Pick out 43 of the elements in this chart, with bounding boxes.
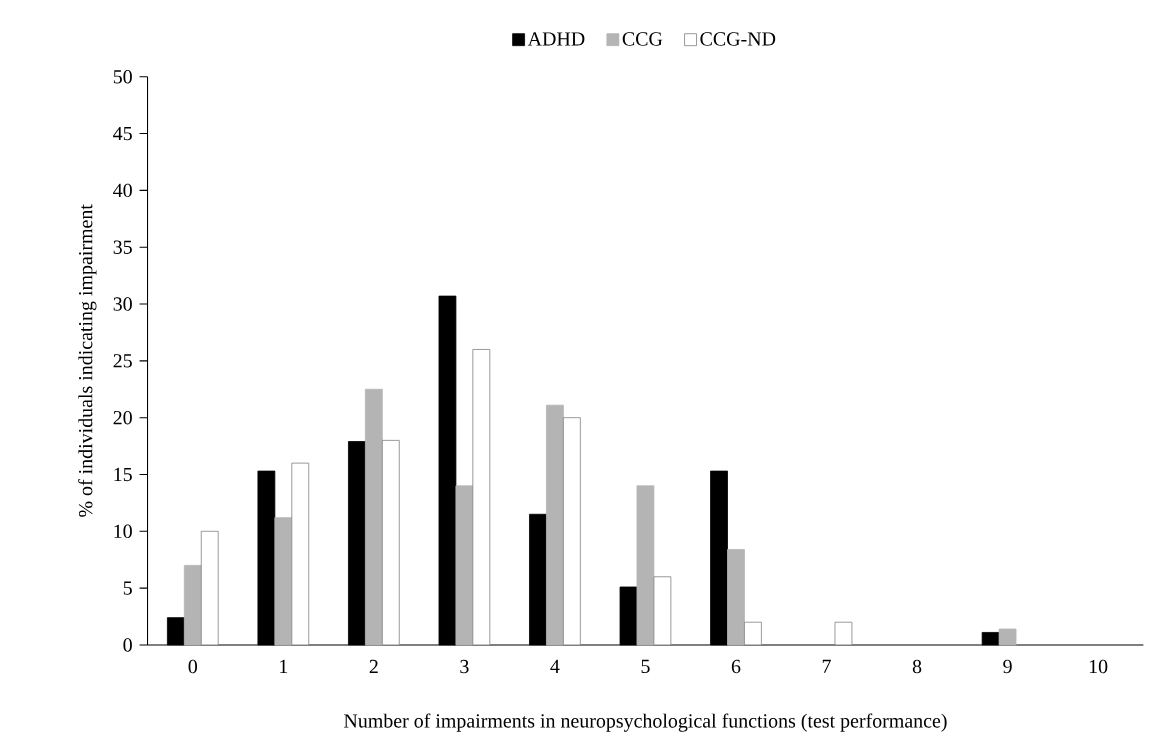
bar [744, 621, 762, 646]
legend-label: CCG-ND [700, 32, 776, 46]
y-tick-label: 25 [113, 354, 132, 368]
bar [291, 462, 310, 646]
x-tick-label: 6 [731, 660, 741, 674]
bar [562, 417, 581, 646]
y-tick-label: 15 [114, 468, 132, 482]
x-tick-label: 3 [460, 660, 469, 674]
y-tick-label: 20 [113, 411, 132, 425]
y-tick-label: 35 [113, 240, 132, 255]
bar [472, 349, 491, 646]
bar [364, 389, 383, 646]
x-tick-label: 2 [369, 660, 378, 674]
y-tick-label: 5 [123, 581, 132, 595]
legend-label: CCG [622, 32, 663, 46]
legend-label: ADHD [527, 32, 585, 46]
y-tick-label: 40 [113, 183, 132, 198]
bar [998, 628, 1017, 646]
bar [200, 531, 219, 646]
y-tick-label: 10 [114, 524, 132, 539]
x-tick-label: 0 [188, 660, 198, 674]
y-tick-label: 50 [113, 70, 132, 84]
x-tick-label: 7 [822, 660, 831, 674]
bar [546, 404, 564, 646]
x-tick-label: 1 [280, 660, 288, 674]
bar [274, 517, 293, 646]
y-axis-title: % of individuals indicating impairment [78, 204, 97, 518]
x-tick-label: 10 [1089, 660, 1108, 674]
bar [636, 485, 655, 646]
bar [381, 440, 400, 646]
y-tick-label: 0 [123, 638, 132, 652]
bar [727, 549, 745, 646]
x-tick-label: 9 [1003, 660, 1012, 674]
x-tick-label: 8 [912, 660, 922, 674]
x-tick-label: 4 [550, 660, 560, 674]
bar [183, 565, 202, 646]
bar [834, 621, 853, 646]
bar [455, 485, 474, 646]
y-tick-label: 30 [113, 297, 132, 311]
bar [653, 576, 672, 646]
x-tick-label: 5 [641, 660, 650, 674]
x-axis-title: Number of impairments in neuropsychological functions (test performance) [344, 713, 947, 732]
y-tick-label: 45 [113, 127, 132, 141]
